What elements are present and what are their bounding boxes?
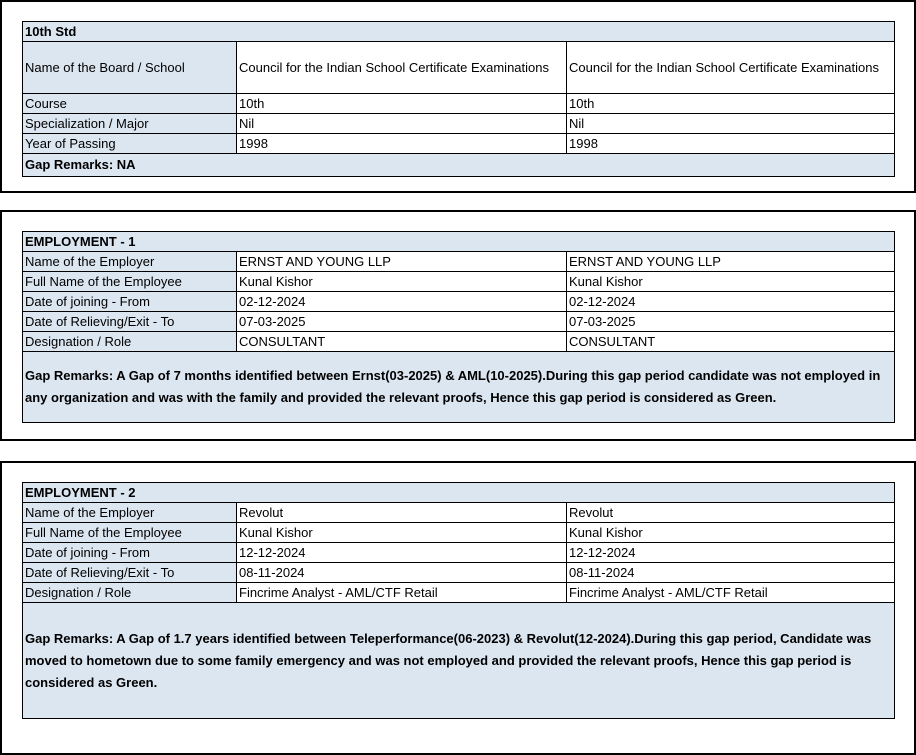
row-label: Full Name of the Employee [22,271,237,292]
row-value: 07-03-2025 [565,311,896,332]
row-label: Date of joining - From [22,291,237,312]
row-value: 07-03-2025 [236,311,567,332]
row-label: Date of Relieving/Exit - To [22,562,237,583]
row-value: ERNST AND YOUNG LLP [565,251,896,272]
row-label: Name of the Employer [22,502,237,523]
table-row: Name of the Board / School Council for t… [22,41,895,94]
employment-1-table: EMPLOYMENT - 1 Name of the Employer ERNST… [21,231,896,423]
education-section: 10th Std Name of the Board / School Coun… [0,0,916,193]
table-row: Name of the Employer ERNST AND YOUNG LLP E… [22,251,896,272]
row-label: Date of Relieving/Exit - To [22,311,237,332]
row-value: Kunal Kishor [565,522,896,543]
row-value: Revolut [565,502,896,523]
table-row: Designation / Role Fincrime Analyst - AML… [22,582,896,603]
table-row: Course 10th 10th [22,93,895,114]
table-row: Designation / Role CONSULTANT CONSULTANT [22,331,896,352]
row-label: Specialization / Major [22,113,237,134]
row-label: Year of Passing [22,133,237,154]
table-row: Specialization / Major Nil Nil [22,113,895,134]
gap-remarks: Gap Remarks: A Gap of 1.7 years identifi… [21,602,896,719]
row-value: 08-11-2024 [236,562,567,583]
education-table: 10th Std Name of the Board / School Coun… [22,21,895,177]
row-value: Council for the Indian School Certificat… [566,41,895,94]
table-row: Date of joining - From 02-12-2024 02-12-20… [22,291,896,312]
row-label: Name of the Board / School [22,41,237,94]
row-label: Designation / Role [22,331,237,352]
row-value: Council for the Indian School Certificat… [236,41,567,94]
row-value: 02-12-2024 [565,291,896,312]
section-title: 10th Std [22,21,895,42]
row-value: CONSULTANT [565,331,896,352]
row-value: Kunal Kishor [565,271,896,292]
row-value: 12-12-2024 [565,542,896,563]
gap-remarks: Gap Remarks: NA [22,153,895,177]
row-value: 02-12-2024 [236,291,567,312]
row-value: 1998 [236,133,567,154]
row-value: Nil [566,113,895,134]
gap-remarks: Gap Remarks: A Gap of 7 months identifie… [21,351,896,423]
row-value: ERNST AND YOUNG LLP [236,251,567,272]
row-value: Fincrime Analyst - AML/CTF Retail [565,582,896,603]
employment-2-section: EMPLOYMENT - 2 Name of the Employer Revol… [0,461,916,755]
section-title: EMPLOYMENT - 1 [21,231,896,252]
row-label: Designation / Role [22,582,237,603]
table-row: Date of Relieving/Exit - To 08-11-2024 08-… [22,562,896,583]
row-value: 1998 [566,133,895,154]
table-row: Date of Relieving/Exit - To 07-03-2025 07-… [22,311,896,332]
row-label: Name of the Employer [22,251,237,272]
table-row: Full Name of the Employee Kunal Kishor Kun… [22,271,896,292]
row-value: Revolut [236,502,567,523]
section-title: EMPLOYMENT - 2 [21,482,896,503]
row-label: Full Name of the Employee [22,522,237,543]
row-value: CONSULTANT [236,331,567,352]
row-value: 08-11-2024 [565,562,896,583]
table-row: Year of Passing 1998 1998 [22,133,895,154]
row-value: 12-12-2024 [236,542,567,563]
row-value: Fincrime Analyst - AML/CTF Retail [236,582,567,603]
table-row: Date of joining - From 12-12-2024 12-12-20… [22,542,896,563]
row-value: 10th [566,93,895,114]
row-value: Kunal Kishor [236,522,567,543]
row-label: Course [22,93,237,114]
row-value: Kunal Kishor [236,271,567,292]
row-label: Date of joining - From [22,542,237,563]
table-row: Full Name of the Employee Kunal Kishor Kun… [22,522,896,543]
employment-2-table: EMPLOYMENT - 2 Name of the Employer Revol… [21,482,896,719]
employment-1-section: EMPLOYMENT - 1 Name of the Employer ERNST… [0,210,916,441]
row-value: 10th [236,93,567,114]
table-row: Name of the Employer Revolut Revolut [22,502,896,523]
row-value: Nil [236,113,567,134]
